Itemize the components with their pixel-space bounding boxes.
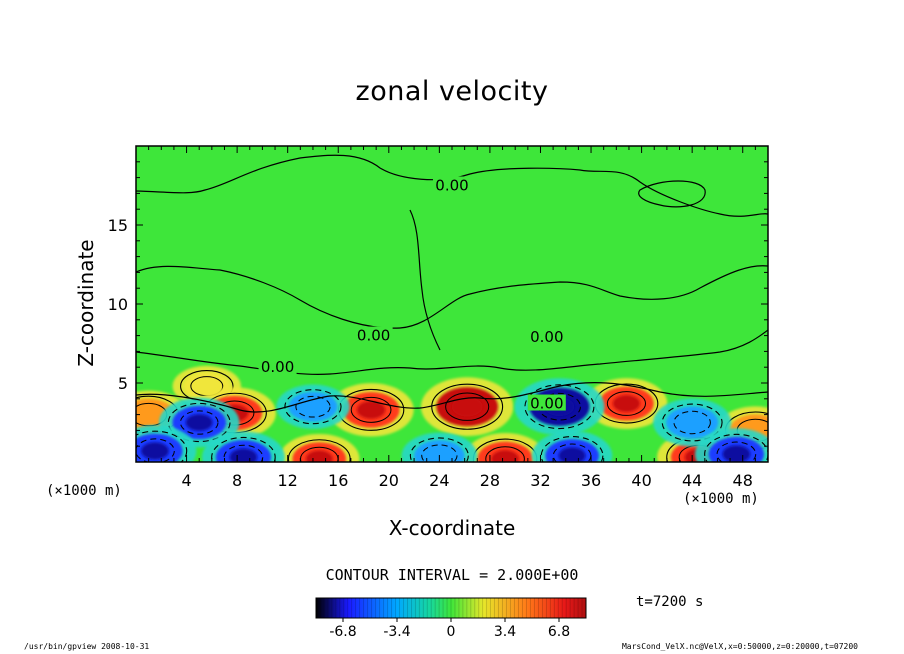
x-axis: 4 8 12 16 20 24 28 32 36 40 44 48 (148, 146, 756, 490)
y-tick-label: 10 (108, 295, 128, 314)
contour-label-bg (527, 328, 566, 345)
y-axis-label: Z-coordinate (74, 239, 98, 367)
x-tick-label: 36 (581, 471, 601, 490)
x-axis-unit-left: (×1000 m) (46, 483, 122, 499)
x-tick-label: 28 (480, 471, 500, 490)
x-axis-label: X-coordinate (388, 516, 516, 540)
time-label: t=7200 s (636, 594, 704, 610)
zero-contour-lower-band (136, 382, 768, 413)
y-axis: 5 10 15 (108, 161, 768, 447)
zero-contour-lower (136, 329, 768, 375)
colorbar-ramp (316, 598, 586, 618)
velocity-feature-negative (401, 432, 478, 462)
contour-label: 0.00 (435, 177, 468, 195)
contour-label: 0.00 (530, 328, 563, 346)
contour-label: 0.00 (357, 327, 390, 345)
x-tick-label: 20 (379, 471, 399, 490)
x-tick-label: 44 (682, 471, 702, 490)
colorbar-tick-label: 3.4 (494, 624, 516, 640)
contour-label-bg (527, 394, 566, 411)
zero-contour-mid (136, 265, 768, 329)
x-tick-label: 16 (328, 471, 348, 490)
zero-contour-loop (638, 180, 706, 208)
velocity-feature-positive (585, 378, 668, 429)
contour-lines (136, 154, 768, 413)
contour-label: 0.00 (530, 395, 563, 413)
contour-interval-label: CONTOUR INTERVAL = 2.000E+00 (325, 566, 579, 584)
x-tick-label: 40 (631, 471, 651, 490)
contour-label-bg (354, 326, 393, 343)
x-tick-label: 24 (429, 471, 449, 490)
colorbar-tick-label: 6.8 (548, 624, 570, 640)
x-tick-label: 4 (181, 471, 191, 490)
velocity-feature-positive (420, 377, 514, 437)
chart-title: zonal velocity (355, 76, 549, 107)
x-axis-unit-right: (×1000 m) (683, 491, 759, 507)
zero-contour-upper-right (409, 209, 441, 351)
colorbar-tick-label: -3.4 (383, 624, 410, 640)
x-tick-label: 32 (530, 471, 550, 490)
y-tick-label: 5 (118, 374, 128, 393)
x-tick-label: 8 (232, 471, 242, 490)
zero-contour-upper (136, 154, 768, 217)
footer-data-source: MarsCond_VelX.nc@VelX,x=0:50000,z=0:2000… (621, 642, 858, 651)
colorbar: -6.8 -3.4 0 3.4 6.8 (315, 597, 587, 640)
velocity-feature-positive (463, 433, 547, 462)
velocity-field (136, 365, 768, 462)
contour-label-layer: 0.00 0.00 0.00 0.00 0.00 (258, 176, 566, 413)
plot-area: 0.000.000.000.000.00 4 8 12 16 20 24 28 32 36 40 4… (108, 145, 769, 490)
velocity-feature-negative (531, 430, 613, 462)
colorbar-tick-label: 0 (447, 624, 456, 640)
y-tick-label: 15 (108, 216, 128, 235)
contour-label-bg (433, 176, 471, 193)
velocity-feature-negative (695, 428, 768, 462)
velocity-feature-negative (136, 425, 197, 462)
velocity-feature-negative (202, 431, 285, 462)
x-tick-label: 12 (278, 471, 298, 490)
velocity-feature-positive (279, 433, 360, 462)
contour-label-bg (258, 358, 297, 375)
contour-label: 0.00 (261, 358, 294, 376)
x-tick-label: 48 (733, 471, 753, 490)
footer-program-date: /usr/bin/gpview 2008-10-31 (24, 642, 150, 651)
colorbar-tick-label: -6.8 (329, 624, 356, 640)
